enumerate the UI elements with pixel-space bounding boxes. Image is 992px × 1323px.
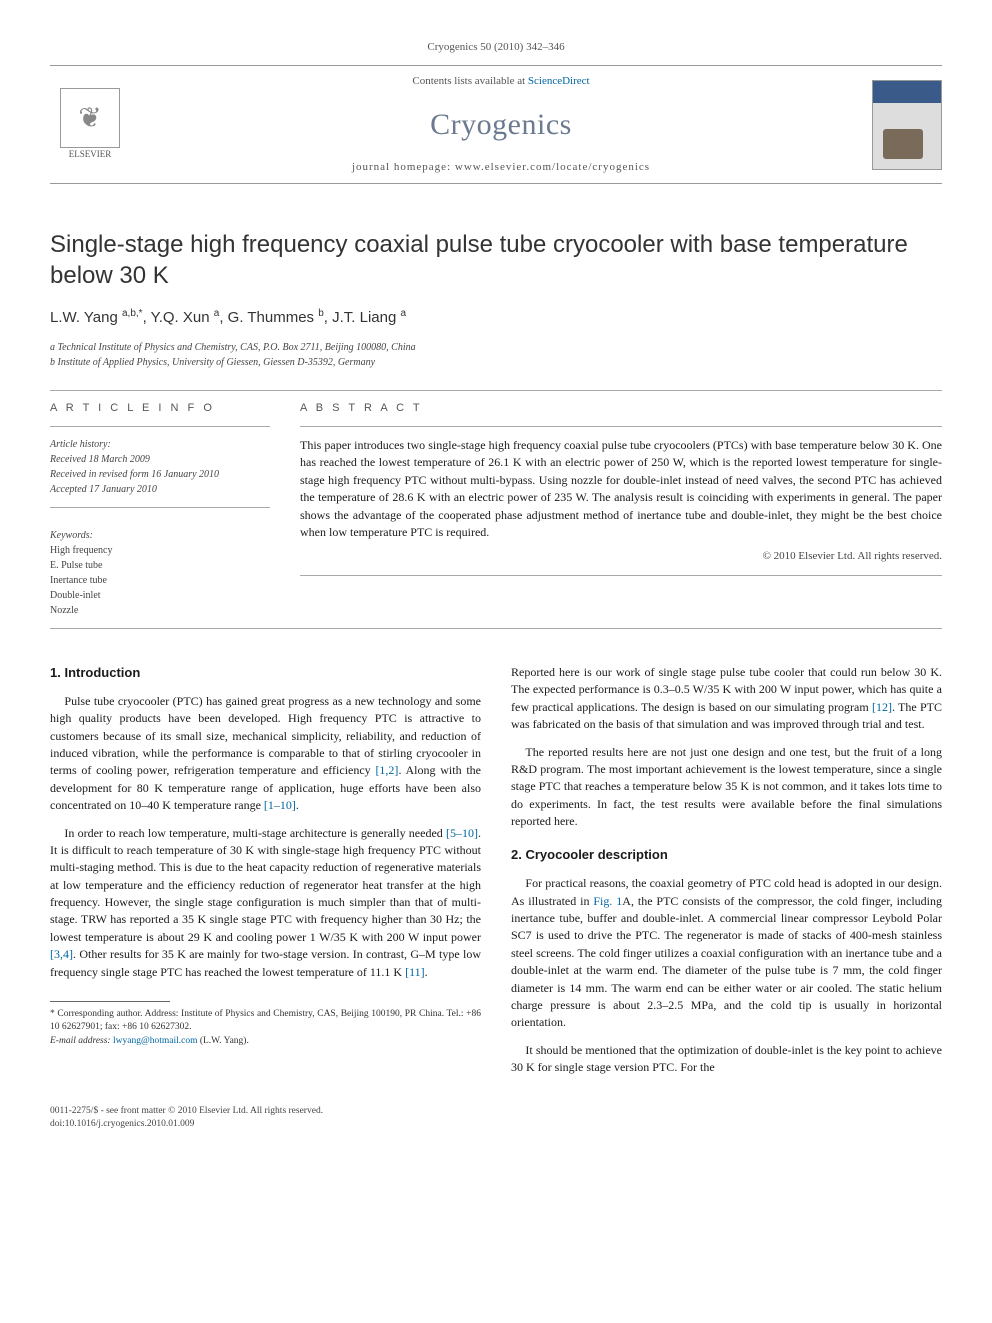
elsevier-tree-icon: ❦ bbox=[60, 88, 120, 148]
paragraph: Pulse tube cryocooler (PTC) has gained g… bbox=[50, 693, 481, 815]
section-number: 2. bbox=[511, 847, 522, 862]
section-title: Cryocooler description bbox=[525, 847, 667, 862]
homepage-label: journal homepage: bbox=[352, 161, 455, 173]
journal-cover-thumbnail bbox=[872, 80, 942, 170]
accepted-date: Accepted 17 January 2010 bbox=[50, 482, 270, 497]
divider bbox=[300, 575, 942, 576]
corresponding-author-note: * Corresponding author. Address: Institu… bbox=[50, 1008, 481, 1035]
journal-name: Cryogenics bbox=[145, 104, 857, 146]
article-info-heading: A R T I C L E I N F O bbox=[50, 401, 270, 416]
article-title: Single-stage high frequency coaxial puls… bbox=[50, 229, 942, 291]
keyword: Nozzle bbox=[50, 603, 270, 618]
publisher-name: ELSEVIER bbox=[69, 148, 112, 161]
divider bbox=[300, 426, 942, 427]
affiliation-b: b Institute of Applied Physics, Universi… bbox=[50, 355, 942, 370]
history-label: Article history: bbox=[50, 437, 270, 452]
article-history: Article history: Received 18 March 2009 … bbox=[50, 437, 270, 497]
keyword: Double-inlet bbox=[50, 588, 270, 603]
homepage-url: www.elsevier.com/locate/cryogenics bbox=[455, 161, 650, 173]
left-column: 1. Introduction Pulse tube cryocooler (P… bbox=[50, 664, 481, 1087]
section-heading-intro: 1. Introduction bbox=[50, 664, 481, 683]
publisher-logo: ❦ ELSEVIER bbox=[50, 80, 130, 170]
paragraph: For practical reasons, the coaxial geome… bbox=[511, 875, 942, 1032]
keyword: E. Pulse tube bbox=[50, 558, 270, 573]
footnote-separator bbox=[50, 1001, 170, 1002]
footnotes: * Corresponding author. Address: Institu… bbox=[50, 1008, 481, 1048]
article-info-column: A R T I C L E I N F O Article history: R… bbox=[50, 401, 270, 618]
contents-available-line: Contents lists available at ScienceDirec… bbox=[145, 74, 857, 89]
masthead: ❦ ELSEVIER Contents lists available at S… bbox=[50, 65, 942, 184]
doi-line: doi:10.1016/j.cryogenics.2010.01.009 bbox=[50, 1118, 942, 1131]
keyword: High frequency bbox=[50, 543, 270, 558]
sciencedirect-link[interactable]: ScienceDirect bbox=[528, 75, 590, 87]
journal-homepage: journal homepage: www.elsevier.com/locat… bbox=[145, 160, 857, 175]
email-person: (L.W. Yang). bbox=[197, 1036, 248, 1046]
revised-date: Received in revised form 16 January 2010 bbox=[50, 467, 270, 482]
email-label: E-mail address: bbox=[50, 1036, 113, 1046]
journal-reference: Cryogenics 50 (2010) 342–346 bbox=[50, 40, 942, 55]
contents-prefix: Contents lists available at bbox=[412, 75, 527, 87]
paragraph: The reported results here are not just o… bbox=[511, 744, 942, 831]
abstract-copyright: © 2010 Elsevier Ltd. All rights reserved… bbox=[300, 549, 942, 564]
email-line: E-mail address: lwyang@hotmail.com (L.W.… bbox=[50, 1035, 481, 1048]
right-column: Reported here is our work of single stag… bbox=[511, 664, 942, 1087]
paragraph: In order to reach low temperature, multi… bbox=[50, 825, 481, 982]
issn-line: 0011-2275/$ - see front matter © 2010 El… bbox=[50, 1105, 942, 1118]
keyword: Inertance tube bbox=[50, 573, 270, 588]
divider bbox=[50, 426, 270, 427]
divider bbox=[50, 507, 270, 508]
authors-line: L.W. Yang a,b,*, Y.Q. Xun a, G. Thummes … bbox=[50, 307, 942, 328]
paragraph: It should be mentioned that the optimiza… bbox=[511, 1042, 942, 1077]
paragraph: Reported here is our work of single stag… bbox=[511, 664, 942, 734]
page-footer: 0011-2275/$ - see front matter © 2010 El… bbox=[50, 1105, 942, 1132]
abstract-column: A B S T R A C T This paper introduces tw… bbox=[300, 401, 942, 618]
keywords-label: Keywords: bbox=[50, 528, 270, 543]
received-date: Received 18 March 2009 bbox=[50, 452, 270, 467]
keywords-block: Keywords: High frequency E. Pulse tube I… bbox=[50, 528, 270, 618]
section-number: 1. bbox=[50, 665, 61, 680]
divider bbox=[50, 628, 942, 629]
divider bbox=[50, 390, 942, 391]
affiliation-a: a Technical Institute of Physics and Che… bbox=[50, 340, 942, 355]
author-email-link[interactable]: lwyang@hotmail.com bbox=[113, 1036, 197, 1046]
affiliations: a Technical Institute of Physics and Che… bbox=[50, 340, 942, 370]
abstract-text: This paper introduces two single-stage h… bbox=[300, 437, 942, 541]
body-two-column: 1. Introduction Pulse tube cryocooler (P… bbox=[50, 664, 942, 1087]
section-title: Introduction bbox=[64, 665, 140, 680]
section-heading-cryocooler: 2. Cryocooler description bbox=[511, 846, 942, 865]
abstract-heading: A B S T R A C T bbox=[300, 401, 942, 416]
